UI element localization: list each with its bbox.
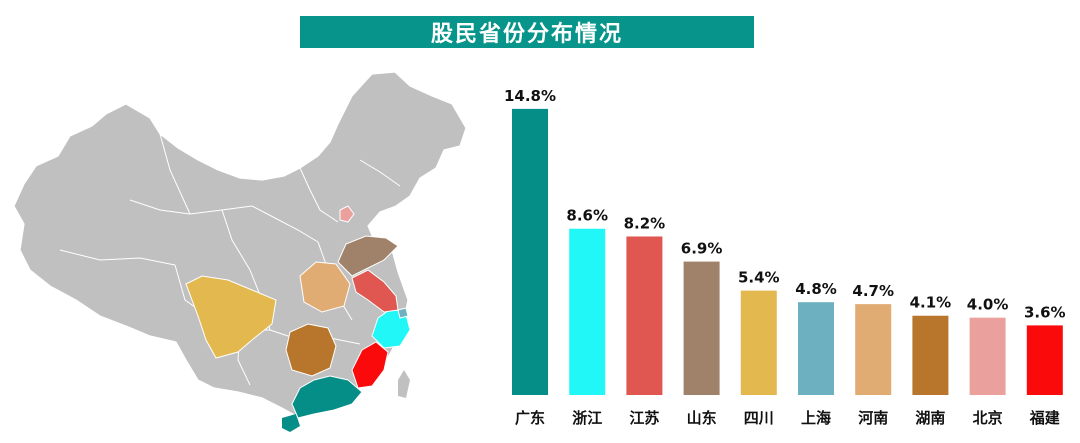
bar-8 xyxy=(969,317,1006,395)
bar-2 xyxy=(626,236,663,395)
map-province-sichuan xyxy=(185,275,277,359)
value-label-6: 4.7% xyxy=(852,282,894,300)
bar-0 xyxy=(512,108,548,395)
value-label-1: 8.6% xyxy=(566,207,608,225)
map-hainan xyxy=(282,414,300,432)
category-label-5: 上海 xyxy=(801,409,831,427)
bar-6 xyxy=(855,304,892,395)
value-label-4: 5.4% xyxy=(738,269,780,287)
map-mainland xyxy=(13,71,467,419)
map-province-henan xyxy=(299,261,351,313)
bar-1 xyxy=(569,228,606,395)
map-province-beijing xyxy=(339,205,355,223)
bar-3 xyxy=(683,261,720,395)
category-label-6: 河南 xyxy=(858,409,888,427)
category-label-7: 湖南 xyxy=(915,409,945,427)
category-label-0: 广东 xyxy=(515,409,545,427)
map-province-hunan xyxy=(285,323,337,377)
bar-chart: 14.8% 广东 8.6% 浙江 8.2% 江苏 6.9% 山东 5.4% 四川 4.8% 上海 4.7… xyxy=(504,87,1066,427)
category-label-9: 福建 xyxy=(1029,409,1061,427)
bar-5 xyxy=(798,302,834,395)
value-label-2: 8.2% xyxy=(624,214,666,232)
value-label-7: 4.1% xyxy=(910,294,952,312)
map-province-guangdong xyxy=(291,375,363,419)
map-province-fujian xyxy=(351,341,389,389)
category-label-8: 北京 xyxy=(973,409,1003,427)
value-label-5: 4.8% xyxy=(795,280,837,298)
bar-7 xyxy=(912,315,949,395)
category-label-3: 山东 xyxy=(687,409,717,427)
china-map xyxy=(13,71,467,432)
category-label-4: 四川 xyxy=(744,409,774,427)
bar-9 xyxy=(1026,325,1063,395)
value-label-3: 6.9% xyxy=(681,240,723,258)
value-label-9: 3.6% xyxy=(1024,303,1066,321)
map-province-shanghai xyxy=(397,307,409,319)
map-taiwan xyxy=(398,370,410,398)
category-label-1: 浙江 xyxy=(572,409,602,427)
bar-4 xyxy=(740,290,777,395)
value-label-0: 14.8% xyxy=(504,87,556,105)
category-label-2: 江苏 xyxy=(629,409,659,427)
chart-title: 股民省份分布情况 xyxy=(300,16,754,48)
map-province-shandong xyxy=(337,235,399,277)
value-label-8: 4.0% xyxy=(967,296,1009,314)
